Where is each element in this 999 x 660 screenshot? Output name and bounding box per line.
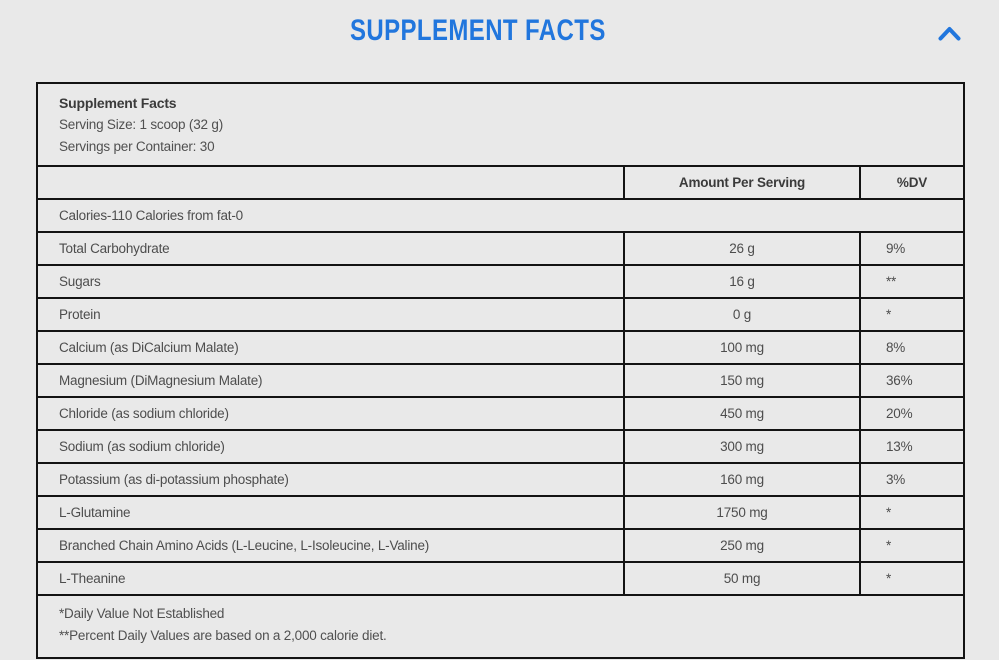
ingredient-name: Sodium (as sodium chloride) — [38, 431, 625, 462]
calories-row: Calories-110 Calories from fat-0 — [38, 198, 963, 231]
table-row: Protein 0 g * — [38, 297, 963, 330]
table-row: Magnesium (DiMagnesium Malate) 150 mg 36% — [38, 363, 963, 396]
table-row: Sugars 16 g ** — [38, 264, 963, 297]
table-row: L-Glutamine 1750 mg * — [38, 495, 963, 528]
table-row: Total Carbohydrate 26 g 9% — [38, 231, 963, 264]
supplement-facts-table: Supplement Facts Serving Size: 1 scoop (… — [36, 82, 965, 659]
supplement-facts-accordion-header[interactable]: SUPPLEMENT FACTS — [0, 0, 999, 64]
dv-value: 20% — [886, 406, 913, 421]
collapse-button[interactable] — [933, 20, 965, 46]
table-rows: Total Carbohydrate 26 g 9% Sugars 16 g ** Prot… — [38, 231, 963, 594]
dv-value: 13% — [886, 439, 913, 454]
ingredient-name: Branched Chain Amino Acids (L-Leucine, L… — [38, 530, 625, 561]
dv-value: * — [886, 571, 892, 586]
ingredient-name: Total Carbohydrate — [38, 233, 625, 264]
table-row: L-Theanine 50 mg * — [38, 561, 963, 594]
amount-value: 16 g — [625, 266, 861, 297]
dv-value: * — [886, 538, 892, 553]
table-row: Branched Chain Amino Acids (L-Leucine, L… — [38, 528, 963, 561]
name-column-header — [38, 167, 625, 198]
chevron-up-icon — [937, 25, 962, 42]
accordion-title-wrap: SUPPLEMENT FACTS — [0, 14, 956, 48]
ingredient-name: Protein — [38, 299, 625, 330]
dv-value: 9% — [886, 241, 906, 256]
dv-column-header: %DV — [896, 175, 928, 190]
dv-value: 3% — [886, 472, 906, 487]
ingredient-name: Calcium (as DiCalcium Malate) — [38, 332, 625, 363]
ingredient-name: Potassium (as di-potassium phosphate) — [38, 464, 625, 495]
dv-value: ** — [886, 274, 897, 289]
amount-value: 450 mg — [625, 398, 861, 429]
ingredient-name: Chloride (as sodium chloride) — [38, 398, 625, 429]
table-row: Chloride (as sodium chloride) 450 mg 20% — [38, 396, 963, 429]
serving-info-block: Supplement Facts Serving Size: 1 scoop (… — [38, 84, 963, 165]
amount-value: 50 mg — [625, 563, 861, 594]
table-row: Potassium (as di-potassium phosphate) 160… — [38, 462, 963, 495]
facts-table-title: Supplement Facts — [59, 95, 177, 111]
table-row: Sodium (as sodium chloride) 300 mg 13% — [38, 429, 963, 462]
footnotes-block: *Daily Value Not Established **Percent D… — [38, 594, 963, 657]
amount-value: 1750 mg — [625, 497, 861, 528]
footnote-daily-value: *Daily Value Not Established — [59, 606, 225, 621]
amount-value: 100 mg — [625, 332, 861, 363]
amount-value: 160 mg — [625, 464, 861, 495]
amount-value: 250 mg — [625, 530, 861, 561]
amount-value: 300 mg — [625, 431, 861, 462]
ingredient-name: Magnesium (DiMagnesium Malate) — [38, 365, 625, 396]
ingredient-name: Sugars — [38, 266, 625, 297]
dv-value: 36% — [886, 373, 913, 388]
servings-per-container: Servings per Container: 30 — [59, 138, 215, 154]
accordion-title: SUPPLEMENT FACTS — [350, 14, 606, 47]
dv-value: * — [886, 505, 892, 520]
amount-value: 150 mg — [625, 365, 861, 396]
amount-value: 0 g — [625, 299, 861, 330]
table-row: Calcium (as DiCalcium Malate) 100 mg 8% — [38, 330, 963, 363]
serving-size: Serving Size: 1 scoop (32 g) — [59, 117, 223, 132]
column-header-row: Amount Per Serving %DV — [38, 165, 963, 198]
amount-value: 26 g — [625, 233, 861, 264]
dv-value: 8% — [886, 340, 906, 355]
ingredient-name: L-Glutamine — [38, 497, 625, 528]
ingredient-name: L-Theanine — [38, 563, 625, 594]
footnote-percent-dv: **Percent Daily Values are based on a 2,… — [59, 627, 387, 643]
dv-value: * — [886, 307, 892, 322]
amount-column-header: Amount Per Serving — [625, 167, 861, 198]
